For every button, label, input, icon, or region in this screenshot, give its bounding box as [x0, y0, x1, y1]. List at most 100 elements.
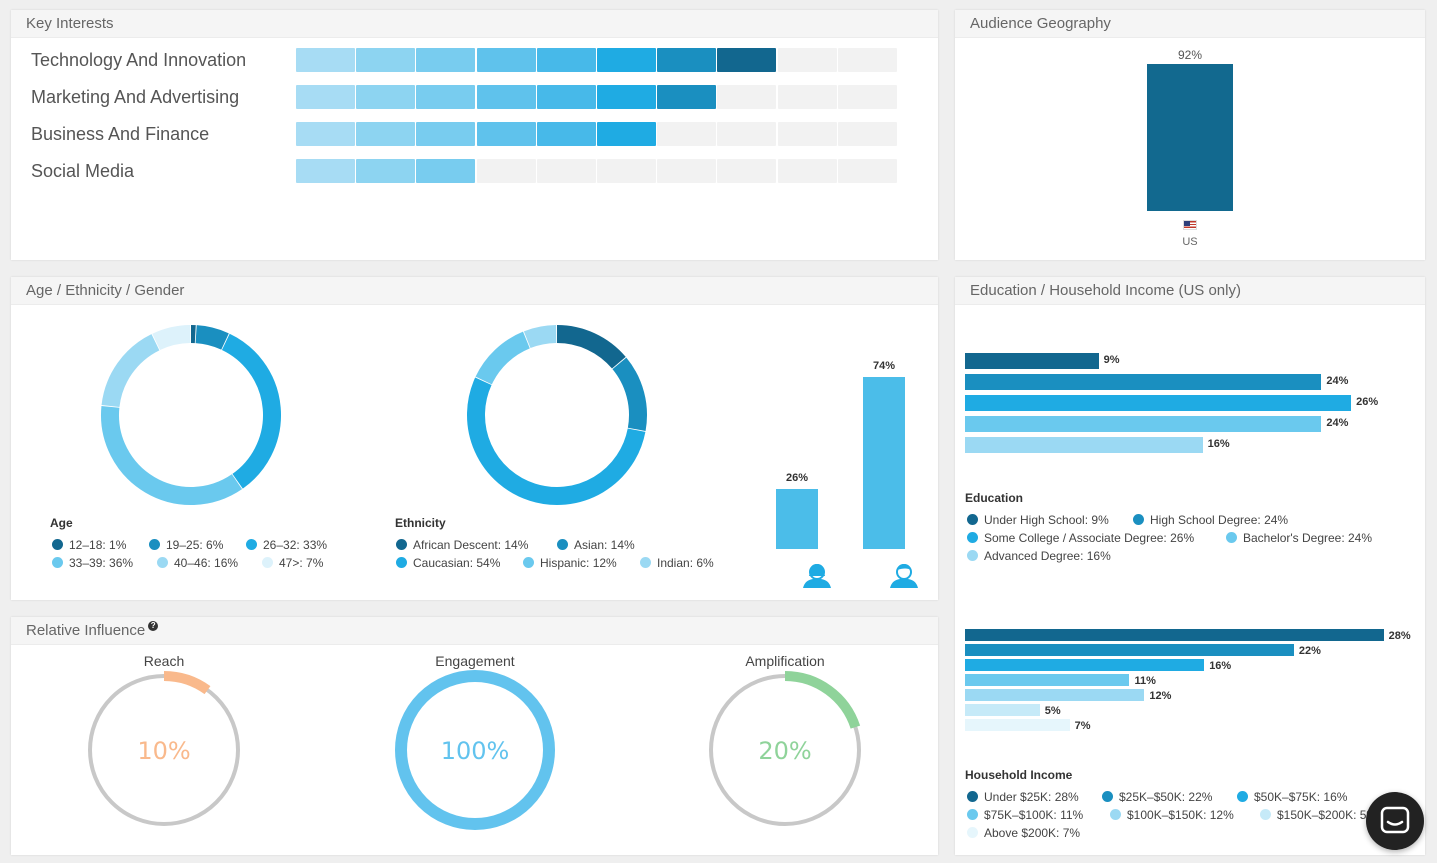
ring-arc — [784, 671, 861, 729]
donut-slice[interactable] — [612, 357, 647, 431]
interest-segment[interactable] — [777, 48, 837, 72]
influence-ring[interactable]: 10% — [79, 665, 249, 835]
interest-segment[interactable] — [356, 48, 416, 72]
bar-value-label: 24% — [1326, 417, 1349, 429]
interest-segment[interactable] — [837, 159, 897, 183]
interest-segment[interactable] — [416, 122, 476, 146]
female-user-icon[interactable] — [801, 562, 833, 588]
male-bar[interactable] — [863, 377, 905, 549]
education-bar[interactable] — [965, 395, 1352, 411]
interest-segment[interactable] — [416, 159, 476, 183]
donut-slice[interactable] — [101, 405, 243, 505]
interest-segment[interactable] — [777, 122, 837, 146]
interest-segment[interactable] — [597, 159, 656, 183]
interest-segment[interactable] — [657, 48, 717, 72]
donut-slice[interactable] — [467, 377, 646, 505]
legend-label: Asian: 14% — [574, 538, 635, 552]
ring-title: Engagement — [435, 653, 515, 669]
education-bar[interactable] — [965, 416, 1322, 432]
interest-segment[interactable] — [296, 48, 355, 72]
relative-influence-header: Relative Influence? — [11, 617, 938, 645]
interest-segment[interactable] — [476, 122, 536, 146]
income-bar[interactable] — [965, 704, 1040, 716]
donut-slice[interactable] — [475, 331, 531, 385]
income-bar[interactable] — [965, 689, 1145, 701]
legend-dot — [396, 557, 407, 568]
legend-dot — [149, 539, 160, 550]
interest-segment[interactable] — [296, 122, 355, 146]
legend-label: Bachelor's Degree: 24% — [1243, 531, 1373, 545]
interest-label: Marketing And Advertising — [31, 87, 240, 107]
interest-segment[interactable] — [717, 85, 777, 109]
interest-segment[interactable] — [296, 85, 355, 109]
geo-bar-us[interactable] — [1147, 63, 1233, 211]
education-bar[interactable] — [965, 374, 1322, 390]
donut-slice[interactable] — [152, 325, 191, 351]
interest-segment[interactable] — [717, 48, 777, 72]
age-ethnicity-gender-panel: Age / Ethnicity / Gender Age 12–18: 1% 19… — [11, 277, 938, 600]
education-legend-item: Bachelor's Degree: 24% — [1226, 531, 1372, 545]
female-bar[interactable] — [776, 488, 818, 549]
interest-segment[interactable] — [536, 159, 596, 183]
interest-segment[interactable] — [717, 159, 777, 183]
interest-label: Technology And Innovation — [31, 50, 247, 70]
interest-segment[interactable] — [356, 159, 416, 183]
influence-ring[interactable]: 100% — [390, 665, 560, 835]
donut-slice[interactable] — [221, 333, 281, 489]
interest-segment[interactable] — [777, 85, 837, 109]
legend-dot — [396, 539, 407, 550]
donut-slice[interactable] — [101, 334, 160, 408]
interest-label: Social Media — [31, 161, 135, 181]
question-icon[interactable]: ? — [148, 621, 159, 631]
interest-segment[interactable] — [416, 48, 476, 72]
income-bar[interactable] — [965, 719, 1070, 731]
chat-button[interactable] — [1366, 792, 1424, 850]
interest-segment[interactable] — [597, 85, 656, 109]
interest-segment[interactable] — [536, 122, 596, 146]
legend-dot — [523, 557, 534, 568]
legend-label: 40–46: 16% — [174, 556, 239, 570]
interest-segment[interactable] — [356, 122, 416, 146]
legend-dot — [640, 557, 651, 568]
interest-segment[interactable] — [476, 159, 536, 183]
income-bar[interactable] — [965, 659, 1205, 671]
ethnicity-legend-item: African Descent: 14% — [396, 538, 528, 552]
interest-segment[interactable] — [657, 159, 717, 183]
interest-segment[interactable] — [837, 48, 897, 72]
interest-segment[interactable] — [416, 85, 476, 109]
ethnicity-donut-chart[interactable] — [457, 315, 657, 515]
influence-ring[interactable]: 20% — [700, 665, 870, 835]
interest-segment[interactable] — [476, 48, 536, 72]
bar-value-label: 28% — [1388, 630, 1411, 642]
donut-slice[interactable] — [523, 325, 557, 349]
interest-segment[interactable] — [356, 85, 416, 109]
male-user-icon[interactable] — [888, 562, 920, 588]
audience-geography-panel: Audience Geography 92% US — [955, 10, 1425, 260]
income-bar[interactable] — [965, 644, 1294, 656]
interest-segment[interactable] — [536, 85, 596, 109]
legend-dot — [1133, 514, 1144, 525]
income-bar[interactable] — [965, 674, 1130, 686]
interest-segment[interactable] — [717, 122, 777, 146]
donut-slice[interactable] — [195, 325, 229, 350]
interest-segment[interactable] — [837, 122, 897, 146]
education-bar[interactable] — [965, 353, 1099, 369]
interest-segment[interactable] — [536, 48, 596, 72]
education-bar[interactable] — [965, 437, 1203, 453]
legend-label: High School Degree: 24% — [1150, 513, 1289, 527]
interest-segment[interactable] — [837, 85, 897, 109]
interest-segment[interactable] — [777, 159, 837, 183]
age-donut-chart[interactable] — [91, 315, 291, 515]
income-bar[interactable] — [965, 629, 1384, 641]
interest-segment[interactable] — [597, 122, 656, 146]
key-interests-title: Key Interests — [11, 10, 938, 38]
donut-slice[interactable] — [556, 325, 626, 369]
interest-segment[interactable] — [657, 122, 717, 146]
legend-label: Some College / Associate Degree: 26% — [984, 531, 1195, 545]
interest-segment[interactable] — [296, 159, 355, 183]
legend-dot — [52, 557, 63, 568]
ethnicity-legend-title: Ethnicity — [395, 516, 446, 530]
interest-segment[interactable] — [597, 48, 656, 72]
interest-segment[interactable] — [476, 85, 536, 109]
interest-segment[interactable] — [657, 85, 717, 109]
